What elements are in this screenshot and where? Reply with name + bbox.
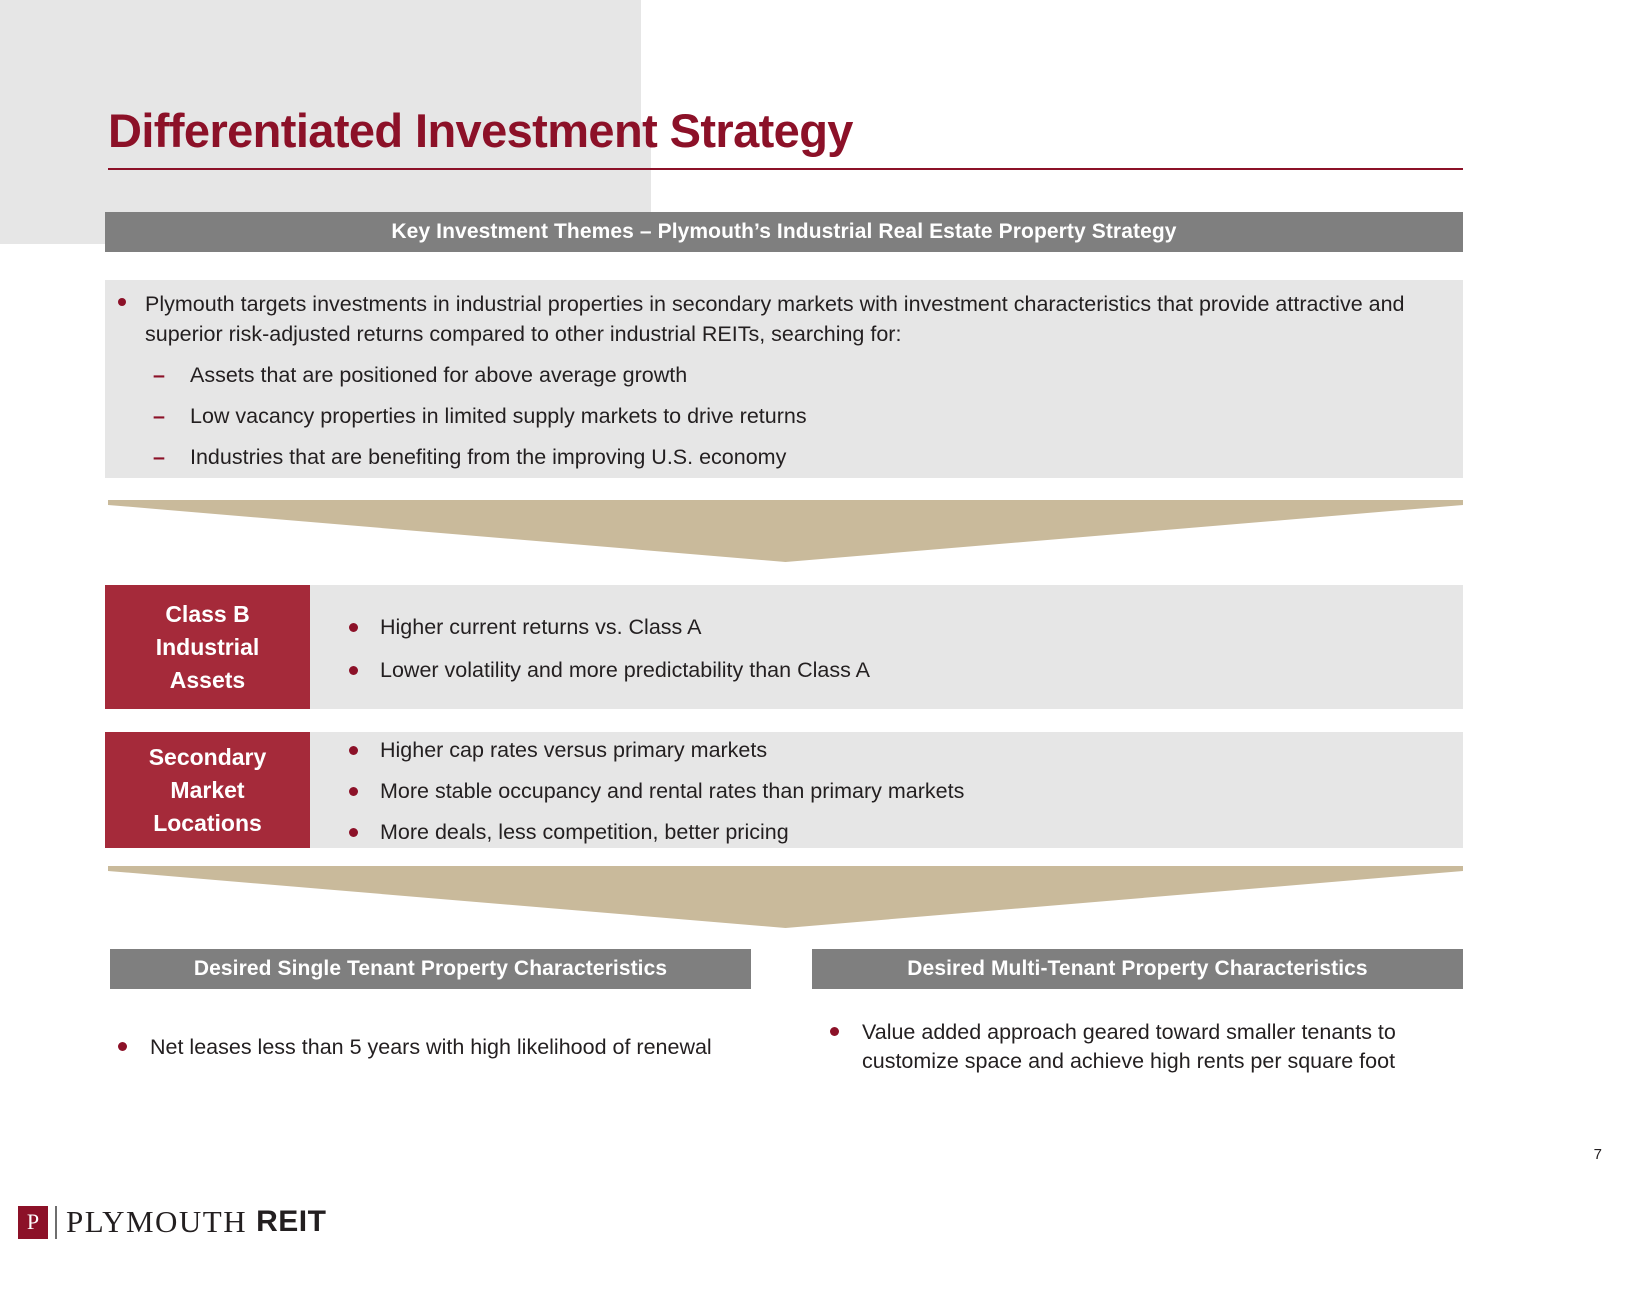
bullet-dot-icon xyxy=(349,828,358,837)
chevron-down-icon xyxy=(108,866,1463,928)
category-bullet-text: More stable occupancy and rental rates t… xyxy=(380,779,965,803)
bullet-dot-icon xyxy=(349,666,358,675)
category-label-line: Market xyxy=(170,776,245,803)
bullet-dot-icon xyxy=(349,746,358,755)
page-title: Differentiated Investment Strategy xyxy=(108,104,853,157)
category-bullet-text: Higher cap rates versus primary markets xyxy=(380,738,768,762)
plymouth-reit-logo: P PLYMOUTH REIT xyxy=(18,1202,326,1242)
category-label-line: Assets xyxy=(169,666,246,693)
multi-tenant-header-bar: Desired Multi-Tenant Property Characteri… xyxy=(812,949,1463,989)
themes-sub-item: – Low vacancy properties in limited supp… xyxy=(153,402,807,430)
logo-mark-icon: P xyxy=(18,1205,48,1239)
dash-icon: – xyxy=(153,404,165,428)
category-bullet-text: Lower volatility and more predictability… xyxy=(380,658,870,682)
themes-panel xyxy=(105,280,1463,478)
chevron-down-icon xyxy=(108,500,1463,562)
single-tenant-header-bar: Desired Single Tenant Property Character… xyxy=(110,949,751,989)
single-tenant-panel xyxy=(0,0,641,122)
category-label-line: Secondary xyxy=(148,743,267,770)
dash-icon: – xyxy=(153,363,165,387)
logo-wordmark: PLYMOUTH xyxy=(66,1204,248,1239)
bullet-dot-icon xyxy=(349,787,358,796)
multi-tenant-bullet: Value added approach geared toward small… xyxy=(830,1018,1452,1076)
logo-suffix: REIT xyxy=(256,1205,327,1238)
category-body-secondary-market xyxy=(310,732,1463,848)
category-bullet: Higher cap rates versus primary markets xyxy=(349,738,768,763)
bullet-dot-icon xyxy=(118,298,126,306)
category-label-secondary-market: Secondary Market Locations xyxy=(105,732,310,848)
themes-sub-item-text: Low vacancy properties in limited supply… xyxy=(190,404,807,428)
category-label-line: Industrial xyxy=(155,633,260,660)
bullet-dot-icon xyxy=(830,1027,839,1036)
title-divider xyxy=(108,168,1463,170)
page-number: 7 xyxy=(1593,1146,1602,1163)
themes-sub-item: – Industries that are benefiting from th… xyxy=(153,443,787,471)
bullet-dot-icon xyxy=(118,1042,127,1051)
category-bullet: Lower volatility and more predictability… xyxy=(349,658,870,683)
category-label-line: Class B xyxy=(165,600,250,627)
category-bullet: Higher current returns vs. Class A xyxy=(349,615,702,640)
category-body-class-b xyxy=(310,585,1463,709)
category-bullet: More deals, less competition, better pri… xyxy=(349,820,789,845)
themes-lead-text: Plymouth targets investments in industri… xyxy=(145,292,1405,346)
category-bullet-text: Higher current returns vs. Class A xyxy=(380,615,702,639)
category-label-class-b: Class B Industrial Assets xyxy=(105,585,310,709)
logo-divider xyxy=(55,1205,57,1239)
dash-icon: – xyxy=(153,445,165,469)
single-tenant-bullet: Net leases less than 5 years with high l… xyxy=(118,1033,730,1062)
bullet-dot-icon xyxy=(349,623,358,632)
themes-sub-item: – Assets that are positioned for above a… xyxy=(153,361,688,389)
single-tenant-bullet-text: Net leases less than 5 years with high l… xyxy=(150,1035,712,1059)
category-label-line: Locations xyxy=(153,809,262,836)
category-bullet-text: More deals, less competition, better pri… xyxy=(380,820,789,844)
themes-sub-item-text: Assets that are positioned for above ave… xyxy=(190,363,688,387)
themes-lead-bullet: Plymouth targets investments in industri… xyxy=(118,289,1415,349)
themes-header-bar: Key Investment Themes – Plymouth’s Indus… xyxy=(105,212,1463,252)
themes-sub-item-text: Industries that are benefiting from the … xyxy=(190,445,787,469)
multi-tenant-bullet-text: Value added approach geared toward small… xyxy=(862,1020,1396,1073)
category-bullet: More stable occupancy and rental rates t… xyxy=(349,779,965,804)
